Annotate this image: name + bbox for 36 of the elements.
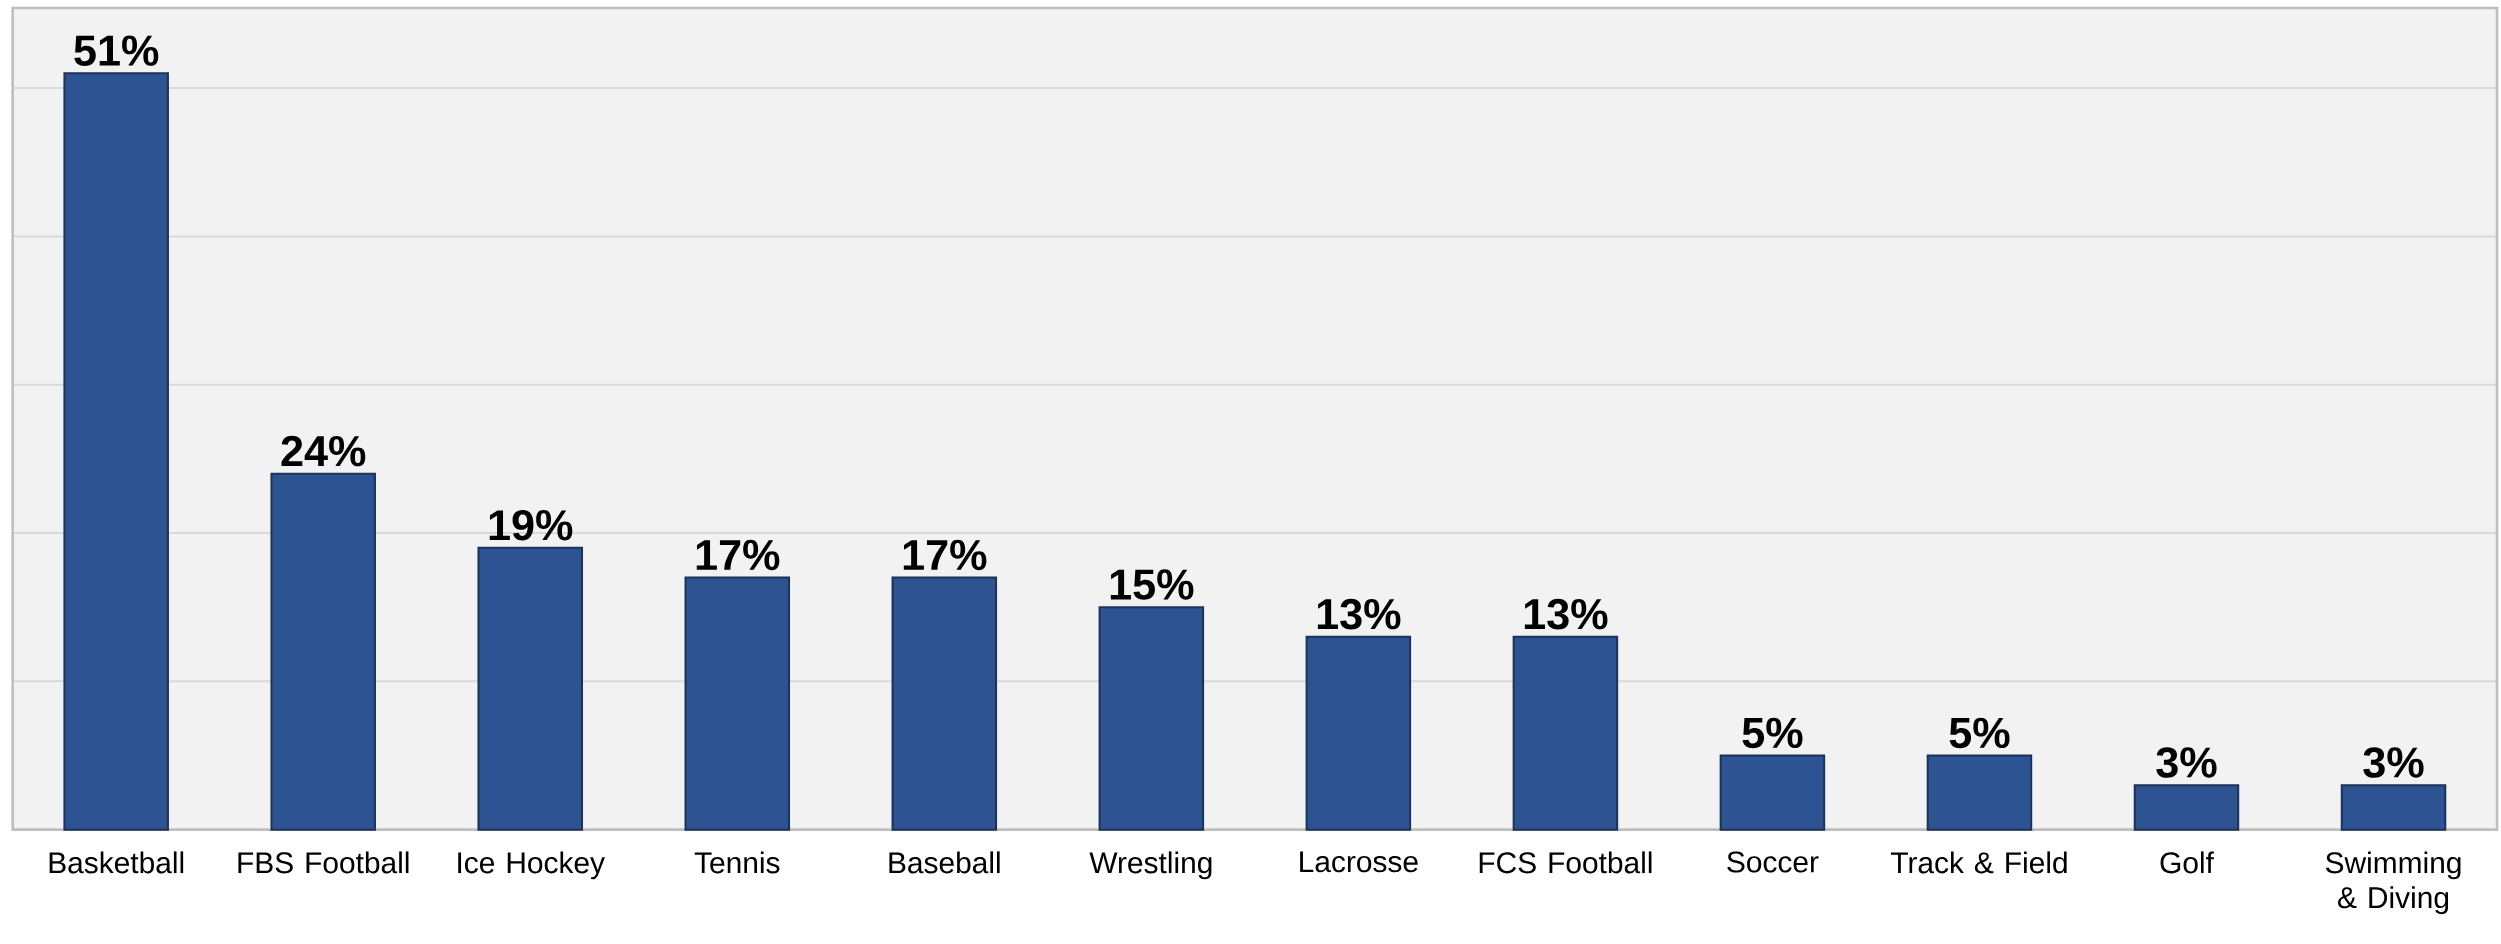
data-label: 24% xyxy=(281,435,366,467)
bar xyxy=(2133,783,2240,831)
x-tick-label: FCS Football xyxy=(1479,851,1652,874)
bar xyxy=(1305,635,1412,831)
x-tick-label: FBS Football xyxy=(238,851,409,874)
bar xyxy=(270,472,376,831)
bar xyxy=(1926,754,2033,831)
x-tick-label: Soccer xyxy=(1727,851,1819,873)
data-label: 17% xyxy=(696,539,780,570)
bar xyxy=(477,546,584,831)
x-tick-label: Swimming & Diving xyxy=(2325,851,2461,914)
x-tick-label: Basketball xyxy=(49,851,184,874)
x-tick-label: Golf xyxy=(2160,851,2214,874)
bar xyxy=(684,576,791,831)
x-tick-label: Tennis xyxy=(694,851,780,874)
data-label: 13% xyxy=(1524,598,1608,630)
x-tick-label: Baseball xyxy=(889,851,1000,874)
x-tick-label: Track & Field xyxy=(1890,851,2067,874)
bar xyxy=(1719,754,1826,831)
bar xyxy=(891,576,998,831)
x-tick-label: Wrestling xyxy=(1089,851,1212,880)
data-label: 51% xyxy=(74,35,159,66)
bar xyxy=(1512,635,1619,831)
bar xyxy=(2340,783,2447,831)
data-label: 15% xyxy=(1110,569,1194,600)
x-tick-label: Ice Hockey xyxy=(458,851,605,880)
data-label: 17% xyxy=(903,539,987,570)
x-tick-label: Lacrosse xyxy=(1300,851,1418,873)
data-label: 13% xyxy=(1317,598,1401,630)
data-label: 19% xyxy=(489,509,573,541)
bar xyxy=(63,72,169,831)
data-label: 3% xyxy=(2363,746,2424,778)
data-label: 5% xyxy=(1949,717,2010,748)
bar xyxy=(1098,606,1205,831)
data-label: 5% xyxy=(1742,717,1803,748)
data-label: 3% xyxy=(2156,746,2217,778)
